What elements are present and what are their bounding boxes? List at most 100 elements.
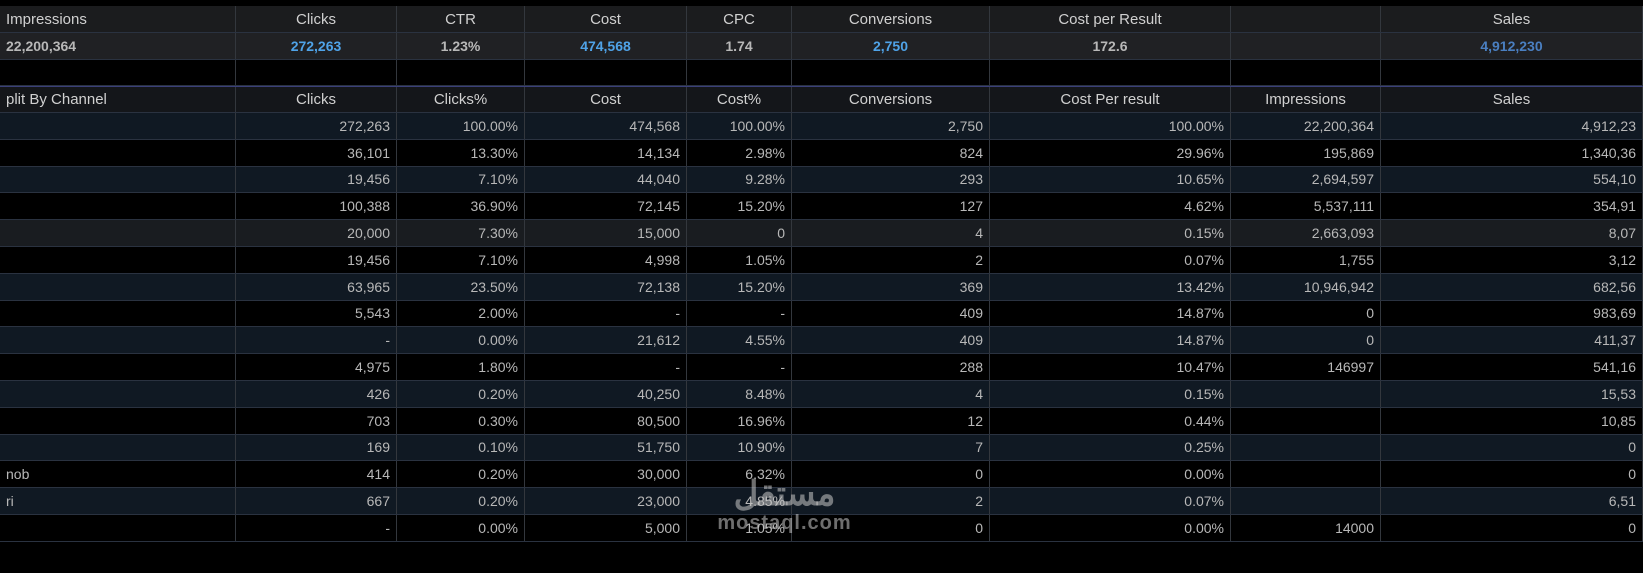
cell: 1,755 [1231, 247, 1381, 273]
cell: 10,85 [1381, 407, 1643, 434]
cell: 824 [792, 139, 990, 166]
cell [1231, 33, 1381, 59]
cell: 1,340,36 [1381, 139, 1643, 166]
cell: Cost Per result [990, 87, 1231, 112]
cell: 411,37 [1381, 327, 1643, 354]
cell: CPC [687, 6, 792, 32]
cell: 0.30% [397, 407, 525, 434]
cell [0, 300, 236, 327]
cell: 10,946,942 [1231, 273, 1381, 300]
cell [1231, 407, 1381, 434]
cell: ri [0, 488, 236, 514]
cell: CTR [397, 6, 525, 32]
cell: 16.96% [687, 407, 792, 434]
cell: 5,537,111 [1231, 193, 1381, 220]
cell: 0.15% [990, 220, 1231, 246]
cell: 1.23% [397, 33, 525, 59]
cell: 172.6 [990, 33, 1231, 59]
cell: 195,869 [1231, 139, 1381, 166]
channel-row: 20,000 7.30% 15,000 0 4 0.15% 2,663,093 8,07 [0, 220, 1643, 247]
cell: 0.00% [397, 515, 525, 541]
cell: 100.00% [397, 113, 525, 139]
cell: 0 [1231, 300, 1381, 327]
cell: Cost [525, 6, 687, 32]
cell [0, 247, 236, 273]
cell: Impressions [1231, 87, 1381, 112]
channel-row: 100,388 36.90% 72,145 15.20% 127 4.62% 5,537,1… [0, 193, 1643, 221]
cell [525, 60, 687, 85]
cell: Clicks [236, 87, 397, 112]
cell: 293 [792, 166, 990, 193]
cell: 0 [1381, 515, 1643, 541]
cell: 4,912,230 [1381, 33, 1643, 59]
cell: 474,568 [525, 113, 687, 139]
cell [0, 434, 236, 461]
cell: 14,134 [525, 139, 687, 166]
cell: 40,250 [525, 381, 687, 407]
cell [1381, 60, 1643, 85]
cell: 983,69 [1381, 300, 1643, 327]
cell: 288 [792, 354, 990, 380]
cell: 15,000 [525, 220, 687, 246]
cell: 12 [792, 407, 990, 434]
cell: 19,456 [236, 247, 397, 273]
cell [0, 60, 236, 85]
cell: 9.28% [687, 166, 792, 193]
cell: 409 [792, 327, 990, 354]
cell [0, 193, 236, 220]
cell [0, 139, 236, 166]
cell [687, 60, 792, 85]
cell: 541,16 [1381, 354, 1643, 380]
channel-row: -0.00% 5,000 1.05% 0 0.00% 14000 0 [0, 515, 1643, 542]
cell: 5,543 [236, 300, 397, 327]
empty-row [0, 60, 1643, 86]
cell: 0 [792, 515, 990, 541]
cell: 0.00% [990, 461, 1231, 488]
cell: 80,500 [525, 407, 687, 434]
cell: 414 [236, 461, 397, 488]
cell: 22,200,364 [0, 33, 236, 59]
cell: 13.30% [397, 139, 525, 166]
cell [792, 60, 990, 85]
cell: 72,138 [525, 273, 687, 300]
cell: 1.05% [687, 515, 792, 541]
cell: 6.32% [687, 461, 792, 488]
cell [0, 220, 236, 246]
cell: 6,51 [1381, 488, 1643, 514]
cell: 2.98% [687, 139, 792, 166]
channel-row: ri 667 0.20% 23,000 4.85% 2 0.07% 6,51 [0, 488, 1643, 515]
cell: - [525, 354, 687, 380]
channel-row: 272,263 100.00% 474,568 100.00% 2,750 100.00%… [0, 113, 1643, 140]
cell [0, 515, 236, 541]
cell: 4 [792, 220, 990, 246]
cell: 7.10% [397, 166, 525, 193]
cell: - [236, 515, 397, 541]
cell: 44,040 [525, 166, 687, 193]
summary-header-row: Impressions Clicks CTR Cost CPC Conversions Co… [0, 6, 1643, 33]
cell: 354,91 [1381, 193, 1643, 220]
cell: 8.48% [687, 381, 792, 407]
cell: 4,912,23 [1381, 113, 1643, 139]
cell [1231, 488, 1381, 514]
cell: 15,53 [1381, 381, 1643, 407]
cell: 36.90% [397, 193, 525, 220]
cell: 4 [792, 381, 990, 407]
cell: 2.00% [397, 300, 525, 327]
cell: 474,568 [525, 33, 687, 59]
cell: 0.20% [397, 488, 525, 514]
channel-row: 19,456 7.10% 44,040 9.28% 293 10.65% 2,694,597… [0, 166, 1643, 194]
channel-row: nob 414 0.20% 30,000 6.32% 0 0.00% 0 [0, 461, 1643, 489]
cell: 369 [792, 273, 990, 300]
cell [0, 381, 236, 407]
cell: - [236, 327, 397, 354]
cell: 51,750 [525, 434, 687, 461]
cell [0, 166, 236, 193]
cell: 4,975 [236, 354, 397, 380]
cell: Clicks [236, 6, 397, 32]
cell: Conversions [792, 6, 990, 32]
cell: 127 [792, 193, 990, 220]
cell: 100.00% [990, 113, 1231, 139]
channel-row: -0.00% 21,612 4.55% 409 14.87% 0 411,37 [0, 327, 1643, 355]
cell: 5,000 [525, 515, 687, 541]
cell: 4.85% [687, 488, 792, 514]
